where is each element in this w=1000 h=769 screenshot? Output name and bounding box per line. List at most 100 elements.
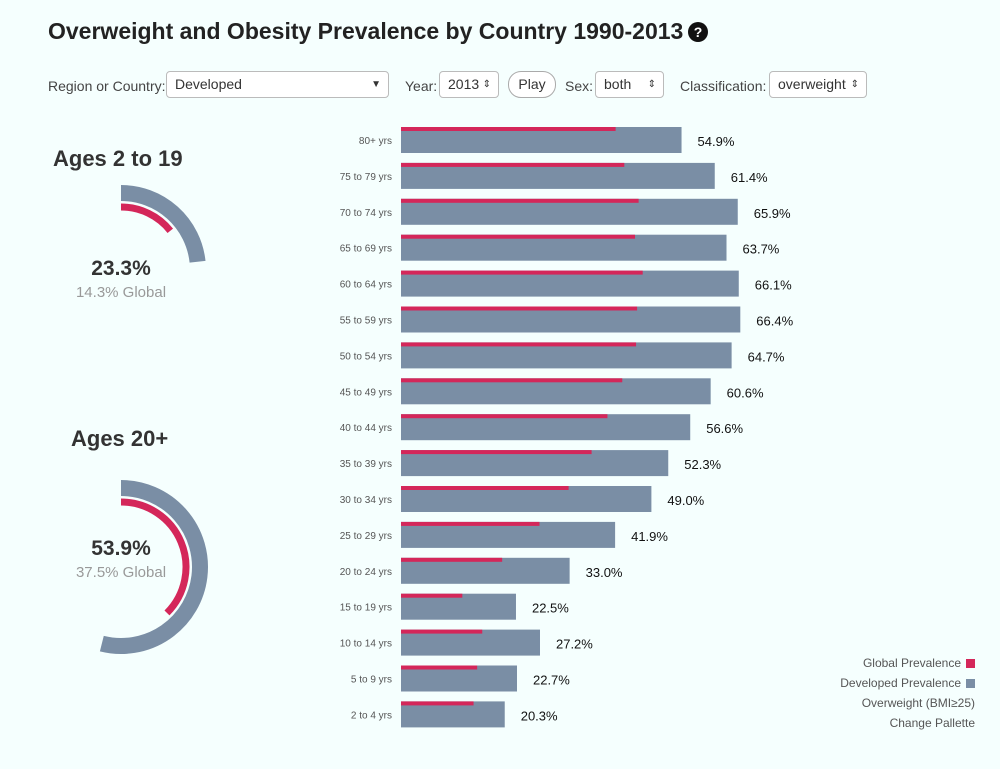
developed-bar <box>401 127 682 153</box>
adult-value: 53.9% <box>91 537 151 560</box>
legend-global-label: Global Prevalence <box>862 656 961 670</box>
donut-global-arc <box>120 203 174 234</box>
year-select-value: 2013 <box>448 76 480 92</box>
classification-select-value: overweight <box>778 76 846 92</box>
bar-value-label: 63.7% <box>743 242 780 257</box>
age-group-label: 55 to 59 yrs <box>340 316 392 327</box>
developed-bar <box>401 450 669 477</box>
age-group-label: 45 to 49 yrs <box>340 387 392 398</box>
legend-classification: Overweight (BMI≥25) <box>861 696 975 710</box>
year-label: Year: <box>405 78 438 94</box>
global-bar <box>401 342 637 347</box>
age-group-label: 75 to 79 yrs <box>340 172 392 183</box>
bar-value-label: 20.3% <box>521 708 558 723</box>
global-bar <box>401 162 625 167</box>
bar-value-label: 66.1% <box>755 278 792 293</box>
global-bar <box>401 557 503 562</box>
developed-bar <box>401 521 616 548</box>
bar-value-label: 52.3% <box>684 457 721 472</box>
bar-value-label: 60.6% <box>727 385 764 400</box>
year-select[interactable]: 2013 ⇕ <box>439 71 499 98</box>
youth-value: 23.3% <box>91 257 151 280</box>
age-group-label: 5 to 9 yrs <box>351 675 392 686</box>
global-bar <box>401 378 623 383</box>
global-bar <box>401 629 483 634</box>
age-group-label: 2 to 4 yrs <box>351 710 392 721</box>
global-bar <box>401 665 478 670</box>
chevron-down-icon: ▼ <box>371 79 381 90</box>
donut-developed-arc <box>120 185 206 263</box>
age-group-label: 65 to 69 yrs <box>340 244 392 255</box>
sex-select[interactable]: both ⇕ <box>595 71 664 98</box>
bar-value-label: 61.4% <box>731 170 768 185</box>
legend-developed-label: Developed Prevalence <box>840 676 961 690</box>
developed-bar <box>401 665 517 692</box>
global-bar <box>401 198 639 203</box>
adult-global: 37.5% Global <box>75 564 167 581</box>
page-title: Overweight and Obesity Prevalence by Cou… <box>48 18 684 44</box>
legend-developed-swatch <box>966 679 975 688</box>
legend-global-swatch <box>966 659 975 668</box>
age-group-label: 80+ yrs <box>359 136 392 147</box>
play-button[interactable]: Play <box>508 71 556 98</box>
developed-bar <box>401 701 505 728</box>
global-bar <box>401 593 463 598</box>
legend-developed[interactable]: Developed Prevalence <box>840 676 975 690</box>
developed-bar <box>401 306 741 333</box>
age-group-label: 25 to 29 yrs <box>340 531 392 542</box>
legend-global[interactable]: Global Prevalence <box>863 656 975 670</box>
developed-bar <box>401 234 727 261</box>
global-bar <box>401 234 636 239</box>
age-group-label: 30 to 34 yrs <box>340 495 392 506</box>
bar-value-label: 22.5% <box>532 601 569 616</box>
age-group-label: 60 to 64 yrs <box>340 280 392 291</box>
youth-heading: Ages 2 to 19 <box>53 146 183 171</box>
classification-label: Classification: <box>680 78 767 94</box>
developed-bar <box>401 162 715 189</box>
age-group-label: 50 to 54 yrs <box>340 351 392 362</box>
donut-developed-arc <box>99 480 208 654</box>
global-bar <box>401 486 569 490</box>
age-group-label: 70 to 74 yrs <box>340 208 392 219</box>
bar-value-label: 49.0% <box>667 493 704 508</box>
global-bar <box>401 701 474 706</box>
global-bar <box>401 521 540 526</box>
sex-label: Sex: <box>565 78 594 94</box>
adult-heading: Ages 20+ <box>71 426 169 451</box>
bar-value-label: 65.9% <box>754 206 791 221</box>
region-select[interactable]: Developed ▼ <box>166 71 389 98</box>
change-palette-link[interactable]: Change Pallette <box>889 716 975 730</box>
question-circle-icon[interactable]: ? <box>688 22 708 42</box>
developed-bar <box>401 342 732 369</box>
age-group-label: 40 to 44 yrs <box>340 423 392 434</box>
global-bar <box>401 127 616 131</box>
developed-bar <box>401 486 652 512</box>
age-group-label: 10 to 14 yrs <box>340 639 392 650</box>
region-select-value: Developed <box>175 76 242 92</box>
developed-bar <box>401 629 540 656</box>
global-bar <box>401 270 643 275</box>
bar-value-label: 27.2% <box>556 637 593 652</box>
developed-bar <box>401 414 691 441</box>
donut-global-arc <box>120 498 190 616</box>
updown-arrows-icon: ⇕ <box>482 79 491 90</box>
developed-bar <box>401 270 739 297</box>
bar-value-label: 22.7% <box>533 673 570 688</box>
bar-value-label: 54.9% <box>698 134 735 149</box>
age-group-label: 15 to 19 yrs <box>340 603 392 614</box>
bar-value-label: 64.7% <box>748 349 785 364</box>
bar-value-label: 33.0% <box>586 565 623 580</box>
age-group-label: 20 to 24 yrs <box>340 567 392 578</box>
bar-value-label: 66.4% <box>756 314 793 329</box>
bar-value-label: 56.6% <box>706 421 743 436</box>
region-label: Region or Country: <box>48 78 166 94</box>
classification-select[interactable]: overweight ⇕ <box>769 71 867 98</box>
sex-select-value: both <box>604 76 632 92</box>
youth-global: 14.3% Global <box>75 284 167 301</box>
developed-bar <box>401 557 570 584</box>
global-bar <box>401 414 608 419</box>
global-bar <box>401 450 592 455</box>
bar-value-label: 41.9% <box>631 529 668 544</box>
global-bar <box>401 306 638 311</box>
